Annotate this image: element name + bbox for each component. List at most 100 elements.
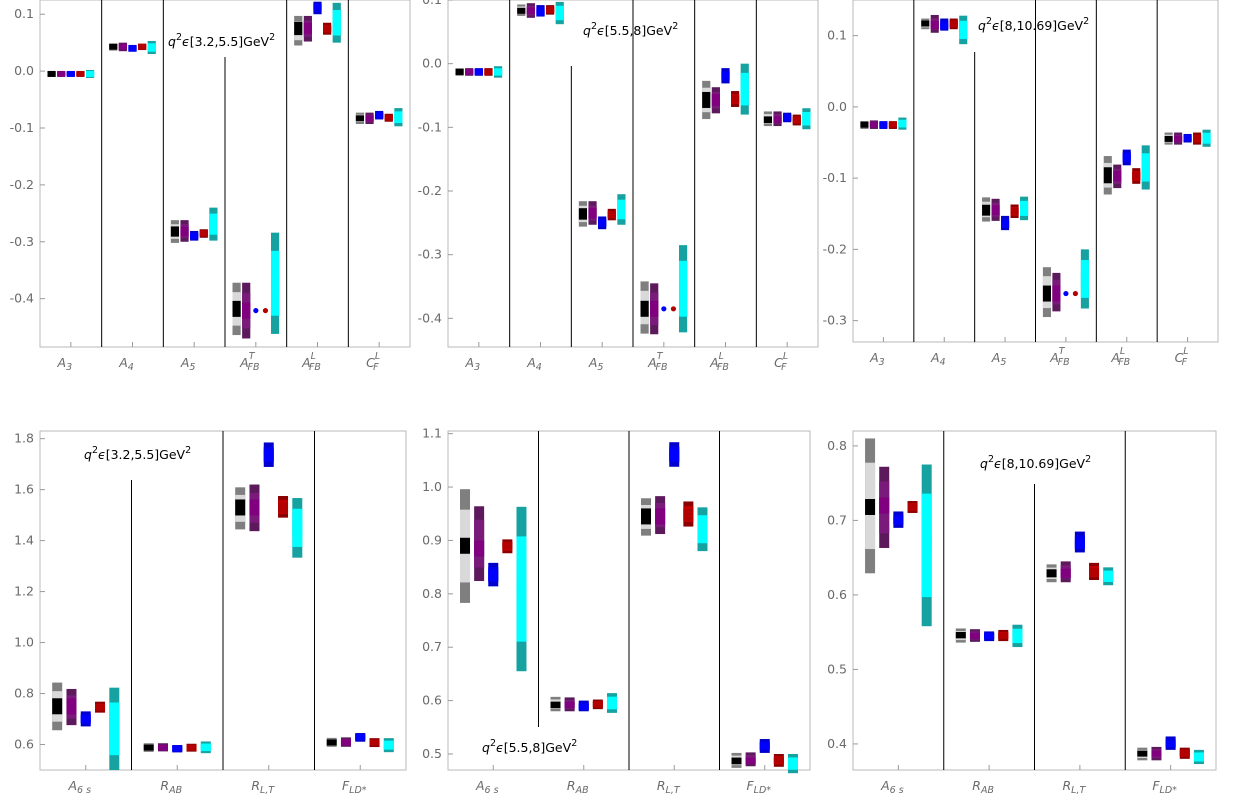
central-value — [773, 757, 784, 764]
central-value — [607, 211, 616, 218]
x-label-sub: L,T — [1071, 785, 1086, 796]
y-tick-label: -0.2 — [10, 177, 34, 192]
x-tick-label: A3 — [57, 355, 73, 373]
y-tick-label: -0.1 — [10, 120, 34, 135]
x-label-sub: L,T — [260, 785, 275, 796]
central-value — [1020, 203, 1029, 215]
annotation-q-sup: 2 — [92, 445, 98, 456]
x-label-sub: FB — [309, 362, 321, 373]
central-value — [650, 300, 659, 317]
annotation-q: q — [84, 447, 92, 462]
panel-top-middle: 0.10.0-0.1-0.2-0.3-0.4A3A4A5ATFBALFBCLFq… — [418, 0, 819, 373]
x-label-sub: 6 s — [77, 785, 91, 796]
x-label-main: A — [180, 355, 190, 370]
central-value — [460, 537, 471, 554]
central-value — [879, 121, 888, 128]
central-value — [128, 45, 137, 52]
central-value — [721, 71, 730, 79]
annotation-range: [5.5,8]GeV — [605, 23, 673, 38]
y-tick-label: 1.4 — [14, 533, 34, 548]
central-value — [1103, 167, 1112, 184]
central-value — [313, 3, 322, 10]
x-tick-label: A5 — [180, 355, 196, 373]
central-value — [199, 230, 208, 237]
central-value — [740, 81, 749, 98]
central-value — [982, 204, 991, 216]
central-value — [949, 20, 958, 27]
annotation-q-sup: 2 — [591, 21, 597, 32]
central-value — [879, 497, 890, 514]
central-value — [474, 68, 483, 75]
central-value — [865, 498, 876, 515]
central-value — [731, 95, 740, 103]
central-value — [869, 121, 878, 128]
central-value — [1137, 750, 1148, 757]
x-label-sub: F — [373, 362, 379, 373]
central-value — [85, 70, 95, 77]
annotation-unit-sup: 2 — [571, 738, 577, 749]
central-value — [235, 499, 246, 516]
central-value — [263, 449, 274, 461]
central-value — [1080, 271, 1089, 288]
y-tick-label: -0.3 — [418, 247, 442, 262]
central-value — [355, 733, 366, 740]
annotation-epsilon: ϵ — [182, 34, 190, 49]
central-value — [745, 757, 756, 765]
x-label-main: A — [475, 778, 485, 793]
central-value — [340, 739, 351, 746]
x-label-main: A — [67, 778, 77, 793]
x-label-main: A — [465, 355, 475, 370]
central-value — [1202, 135, 1211, 143]
central-value — [955, 631, 966, 639]
x-label-sub: 6 s — [890, 785, 904, 796]
central-value — [1179, 749, 1190, 756]
x-tick-label: A6 s — [67, 778, 91, 796]
central-value — [1164, 135, 1173, 142]
x-label-sub: FB — [656, 362, 668, 373]
central-value — [763, 116, 773, 123]
x-label-sup: L — [375, 351, 380, 362]
x-label-main: A — [1110, 350, 1120, 365]
x-label-main: A — [301, 355, 311, 370]
panel-bottom-right: 0.80.70.60.50.4A6 s RAB RL,T FLD*q2ϵ[8,10.6… — [827, 430, 1217, 796]
x-label-main: A — [930, 350, 940, 365]
central-value — [1012, 630, 1023, 641]
central-value — [526, 7, 535, 15]
panel-top-right: 0.10.0-0.1-0.2-0.3A3 A4 A5 AT FB AL FB CL Fq2ϵ[8… — [823, 0, 1219, 368]
x-tick-label: RL,T — [657, 778, 681, 796]
x-label-main: A — [118, 355, 128, 370]
central-value — [57, 70, 66, 77]
y-tick-label: 0.6 — [422, 693, 442, 708]
central-value — [270, 275, 280, 292]
central-value — [375, 112, 384, 119]
y-tick-label: -0.3 — [10, 234, 34, 249]
y-tick-label: -0.1 — [418, 119, 442, 134]
central-value — [640, 300, 649, 317]
x-tick-label: RL,T — [1062, 778, 1086, 796]
x-label-sub: F — [781, 362, 787, 373]
x-tick-label: AT FB — [647, 351, 667, 373]
x-label-main: F — [746, 778, 754, 793]
data-point — [253, 307, 259, 314]
x-tick-label: FLD* — [342, 778, 367, 796]
x-label-main: R — [160, 778, 169, 793]
annotation-range: [5.5,8]GeV — [504, 740, 572, 755]
central-value — [991, 205, 1000, 216]
central-value — [292, 519, 303, 536]
central-value — [1132, 172, 1141, 180]
central-value — [1113, 170, 1122, 182]
central-value — [1010, 207, 1019, 214]
central-value — [143, 744, 154, 751]
central-value — [455, 68, 464, 75]
central-value — [1089, 567, 1100, 576]
central-value — [157, 744, 168, 751]
central-value — [1193, 135, 1202, 142]
central-value — [95, 704, 106, 711]
central-value — [860, 121, 869, 128]
y-tick-label: 0.6 — [827, 587, 847, 602]
annotation-q-sup: 2 — [986, 16, 992, 27]
x-tick-label: CL F — [366, 351, 380, 373]
x-label-sub: AB — [168, 785, 182, 796]
central-value — [550, 701, 561, 709]
x-label-sub: FB — [717, 362, 729, 373]
